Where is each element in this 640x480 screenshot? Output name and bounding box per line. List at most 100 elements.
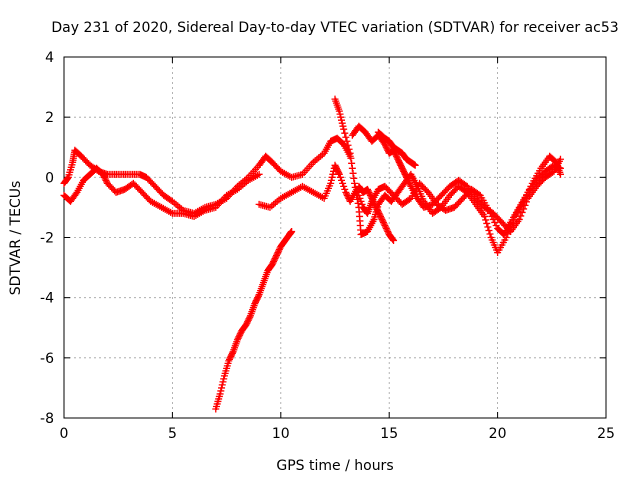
data-point [371, 200, 379, 208]
data-point [342, 133, 350, 141]
data-point [252, 298, 260, 306]
data-point [233, 336, 241, 344]
data-point [368, 194, 376, 202]
data-point [335, 107, 343, 115]
data-point [342, 188, 350, 196]
data-point [403, 175, 411, 183]
data-point [216, 390, 224, 398]
series-track-g [374, 128, 419, 169]
y-tick-label: 4 [45, 50, 54, 66]
data-point [219, 378, 227, 386]
data-point [328, 173, 336, 181]
series-track-f [212, 227, 296, 413]
data-point [329, 170, 337, 178]
data-point [406, 181, 414, 189]
data-point [335, 170, 343, 178]
data-point [401, 170, 409, 178]
data-point [272, 253, 280, 261]
data-point [371, 202, 379, 210]
data-point [400, 167, 408, 175]
data-point [272, 252, 280, 260]
data-point [338, 119, 346, 127]
data-point [556, 155, 564, 163]
data-point [72, 190, 80, 198]
data-point [349, 169, 357, 177]
data-point [236, 331, 244, 339]
data-point [251, 300, 259, 308]
data-point [382, 143, 390, 151]
data-point [351, 179, 359, 187]
x-axis-label: GPS time / hours [276, 458, 393, 474]
x-tick-label: 0 [60, 426, 69, 442]
data-point [397, 163, 405, 171]
data-point [403, 173, 411, 181]
data-point [366, 191, 374, 199]
data-point [353, 191, 361, 199]
data-point [218, 384, 226, 392]
data-point [396, 160, 404, 168]
data-point [365, 188, 373, 196]
data-point [402, 172, 410, 180]
x-tick-label: 5 [168, 426, 177, 442]
data-point [482, 216, 490, 224]
data-point [364, 187, 372, 195]
axis-ticks: 0 5 10 15 20 25 -8 -6 -4 -2 0 2 4 [40, 50, 615, 442]
data-point [246, 313, 254, 321]
grid [64, 57, 606, 418]
data-point [228, 349, 236, 357]
data-point [244, 318, 252, 326]
data-point [389, 236, 397, 244]
data-point [502, 234, 510, 241]
chart-title: Day 231 of 2020, Sidereal Day-to-day VTE… [51, 20, 618, 36]
x-tick-label: 15 [380, 426, 398, 442]
data-point [376, 211, 384, 219]
data-point [341, 129, 349, 137]
data-point [399, 166, 407, 174]
data-point [382, 223, 390, 231]
y-tick-label: 0 [45, 170, 54, 186]
data-point [379, 217, 387, 225]
data-point [405, 195, 413, 203]
data-point [404, 176, 412, 184]
data-point [100, 172, 108, 180]
data-point [381, 140, 389, 148]
data-point [269, 259, 277, 267]
data-point [518, 208, 526, 216]
data-point [382, 224, 390, 232]
data-point [337, 113, 345, 121]
data-point [339, 179, 347, 187]
y-tick-label: -2 [40, 231, 54, 247]
data-point [102, 176, 110, 184]
data-point [381, 221, 389, 229]
data-point [394, 155, 402, 163]
data-point [245, 315, 253, 323]
data-point [484, 223, 492, 231]
data-point [64, 174, 72, 182]
data-point [390, 237, 398, 245]
data-point [332, 163, 340, 171]
data-point [242, 321, 250, 329]
data-point [334, 167, 342, 175]
data-point [339, 122, 347, 130]
data-point [483, 219, 491, 227]
data-point [364, 185, 372, 193]
data-point [101, 175, 109, 183]
data-point [340, 182, 348, 190]
data-point [338, 176, 346, 184]
data-point [350, 174, 358, 182]
data-point [382, 142, 390, 150]
data-point [374, 206, 382, 214]
data-point [225, 357, 233, 365]
data-point [99, 170, 107, 178]
data-point [486, 230, 494, 238]
y-tick-label: -4 [40, 291, 54, 307]
data-point [288, 227, 296, 235]
data-point [331, 161, 339, 169]
data-point [397, 161, 405, 169]
data-point [380, 220, 388, 228]
data-point [366, 190, 374, 198]
data-point [217, 387, 225, 395]
x-tick-label: 10 [272, 426, 290, 442]
